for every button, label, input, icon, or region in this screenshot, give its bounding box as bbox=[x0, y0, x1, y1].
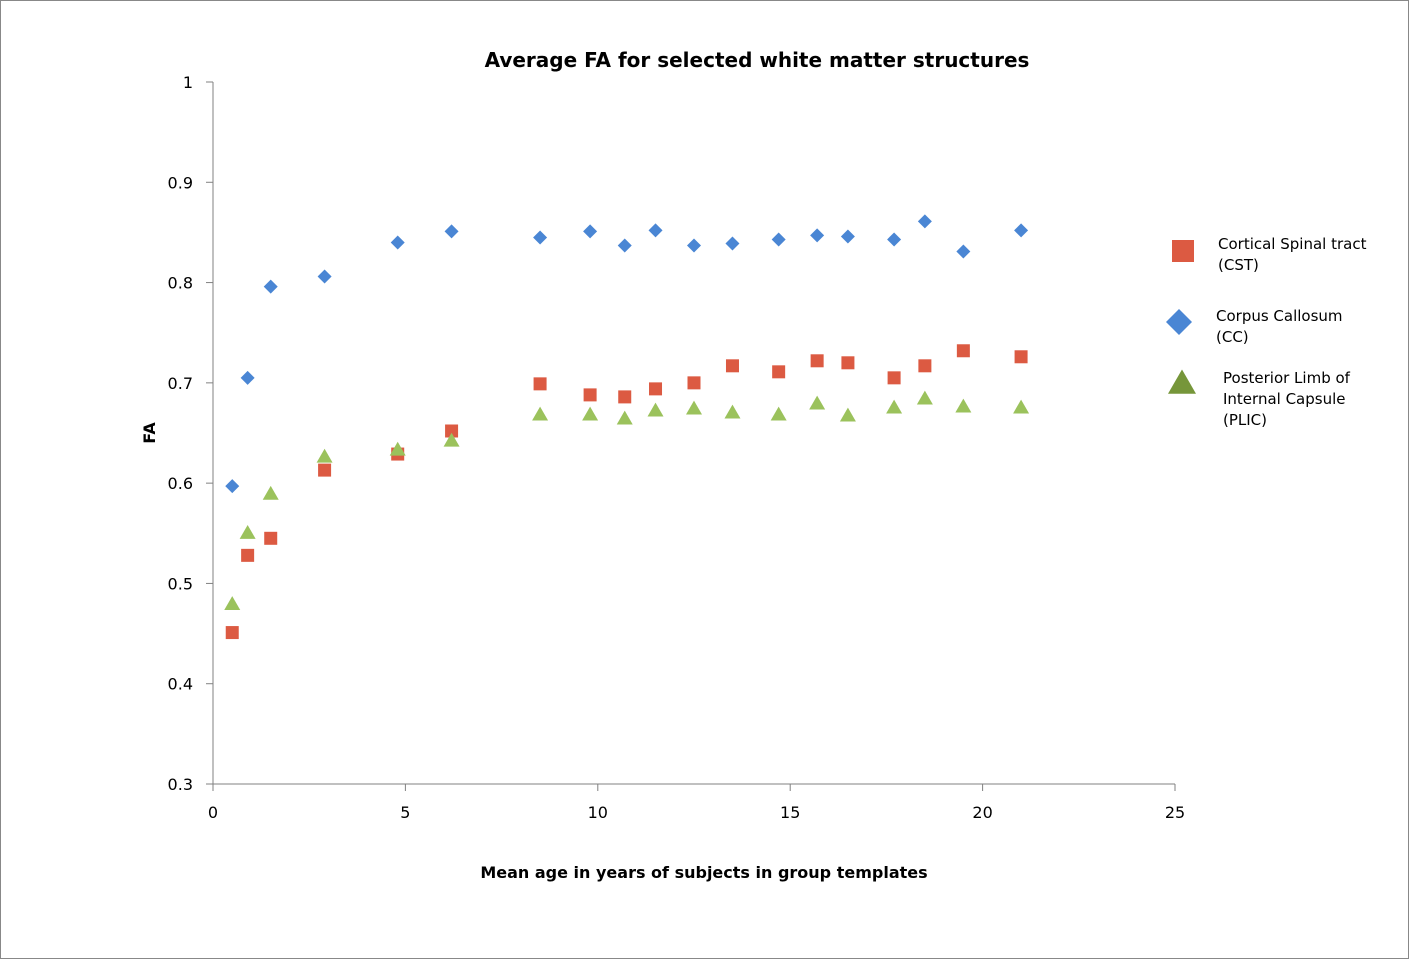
data-point-triangle bbox=[886, 399, 903, 414]
y-tick-label: 0.7 bbox=[168, 374, 193, 393]
data-point-triangle bbox=[582, 406, 599, 421]
data-point-diamond bbox=[1014, 223, 1029, 238]
data-point-triangle bbox=[686, 400, 702, 415]
y-tick-label: 1 bbox=[183, 73, 193, 92]
data-point-square bbox=[1014, 350, 1028, 364]
data-point-diamond bbox=[648, 223, 663, 238]
legend-item: Cortical Spinal tract (CST) bbox=[1172, 235, 1367, 274]
y-tick-label: 0.5 bbox=[168, 574, 193, 593]
data-point-square bbox=[225, 626, 239, 640]
data-point-triangle bbox=[316, 448, 333, 463]
legend-item: Posterior Limb of Internal Capsule (PLIC) bbox=[1168, 369, 1351, 429]
axis-ticks: 0.30.40.50.60.70.80.910 5 10 15 20 25 bbox=[168, 73, 1186, 822]
legend-marker-diamond bbox=[1166, 309, 1192, 335]
data-point-diamond bbox=[687, 238, 701, 253]
data-point-square bbox=[618, 390, 632, 404]
data-point-diamond bbox=[617, 238, 632, 253]
data-point-diamond bbox=[533, 230, 548, 245]
series-diamond bbox=[225, 214, 1029, 494]
data-point-square bbox=[810, 354, 824, 368]
data-point-triangle bbox=[389, 441, 406, 456]
data-point-square bbox=[318, 463, 332, 477]
data-point-square bbox=[445, 424, 459, 438]
y-tick-label: 0.6 bbox=[168, 474, 193, 493]
data-point-diamond bbox=[225, 479, 240, 494]
legend-label: Cortical Spinal tract bbox=[1218, 235, 1367, 253]
y-tick-label: 0.9 bbox=[168, 173, 193, 192]
x-tick-label: 0 bbox=[208, 803, 218, 822]
x-tick-label: 10 bbox=[588, 803, 608, 822]
data-point-diamond bbox=[725, 236, 740, 251]
y-tick-label: 0.8 bbox=[168, 274, 193, 293]
x-tick-label: 20 bbox=[972, 803, 992, 822]
legend-label: Posterior Limb of bbox=[1223, 369, 1351, 387]
data-point-triangle bbox=[224, 596, 241, 611]
data-point-triangle bbox=[916, 390, 933, 405]
data-point-diamond bbox=[956, 244, 971, 259]
data-point-square bbox=[725, 359, 739, 373]
legend-label: (CST) bbox=[1218, 256, 1259, 274]
data-point-triangle bbox=[724, 404, 741, 419]
data-point-diamond bbox=[240, 370, 255, 385]
y-axis-label: FA bbox=[140, 422, 159, 444]
chart-title: Average FA for selected white matter str… bbox=[485, 48, 1030, 72]
legend-label: Internal Capsule bbox=[1223, 390, 1345, 408]
x-tick-label: 15 bbox=[780, 803, 800, 822]
data-point-triangle bbox=[443, 432, 460, 447]
legend-marker-square bbox=[1172, 240, 1194, 262]
data-point-triangle bbox=[1013, 399, 1030, 414]
data-point-square bbox=[918, 359, 932, 373]
y-tick-label: 0.3 bbox=[168, 775, 193, 794]
data-point-square bbox=[841, 356, 855, 370]
data-point-diamond bbox=[317, 269, 332, 284]
data-point-triangle bbox=[955, 398, 972, 413]
data-point-triangle bbox=[616, 410, 633, 425]
data-point-diamond bbox=[390, 235, 405, 250]
data-point-diamond bbox=[840, 229, 855, 244]
data-point-triangle bbox=[262, 485, 279, 500]
data-point-square bbox=[687, 376, 701, 390]
data-point-square bbox=[956, 344, 970, 358]
legend-marker-triangle bbox=[1168, 369, 1196, 394]
data-point-triangle bbox=[770, 406, 787, 421]
data-point-square bbox=[887, 371, 901, 385]
y-tick-label: 0.4 bbox=[168, 675, 193, 694]
data-point-diamond bbox=[263, 279, 278, 294]
data-point-square bbox=[772, 365, 786, 379]
data-point-square bbox=[264, 531, 278, 545]
x-tick-label: 5 bbox=[400, 803, 410, 822]
data-point-diamond bbox=[444, 224, 459, 239]
data-point-triangle bbox=[239, 524, 256, 539]
data-point-triangle bbox=[532, 406, 549, 421]
x-axis-label: Mean age in years of subjects in group t… bbox=[480, 863, 927, 882]
legend: Cortical Spinal tract (CST) Corpus Callosu… bbox=[1166, 235, 1367, 429]
data-point-triangle bbox=[839, 407, 856, 422]
data-point-diamond bbox=[917, 214, 932, 229]
x-tick-label: 25 bbox=[1165, 803, 1185, 822]
legend-label: (CC) bbox=[1216, 328, 1249, 346]
data-point-triangle bbox=[647, 402, 664, 417]
series-triangle bbox=[224, 390, 1030, 611]
legend-item: Corpus Callosum (CC) bbox=[1166, 307, 1343, 346]
data-point-square bbox=[533, 377, 547, 391]
data-point-triangle bbox=[809, 395, 826, 410]
data-point-diamond bbox=[887, 232, 902, 247]
data-points bbox=[224, 214, 1030, 640]
legend-label: Corpus Callosum bbox=[1216, 307, 1343, 325]
data-point-diamond bbox=[583, 224, 598, 239]
data-point-diamond bbox=[771, 232, 786, 247]
data-point-square bbox=[241, 548, 255, 562]
data-point-square bbox=[583, 388, 597, 402]
legend-label: (PLIC) bbox=[1223, 411, 1267, 429]
data-point-square bbox=[649, 382, 663, 396]
series-square bbox=[225, 344, 1028, 640]
data-point-diamond bbox=[810, 228, 825, 243]
